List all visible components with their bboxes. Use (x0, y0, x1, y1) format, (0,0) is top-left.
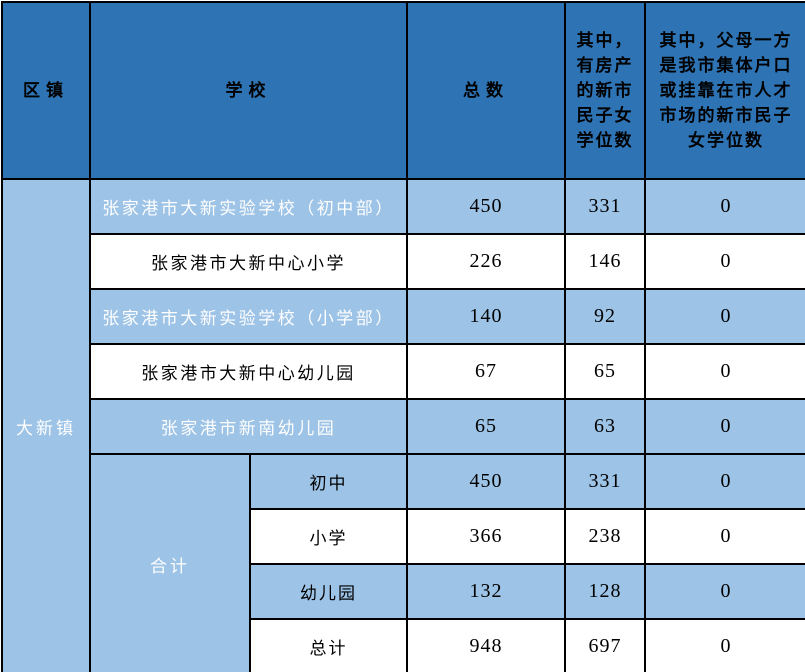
collective-cell: 0 (644, 453, 805, 510)
collective-cell: 0 (644, 343, 805, 400)
table-row: 幼儿园 132 128 0 (2, 563, 805, 620)
table-row: 总计 948 697 0 (2, 618, 805, 672)
header-row: 区镇 学校 总数 其中，有房产的新市民子女学位数 其中，父母一方是我市集体户口或… (1, 1, 805, 180)
property-cell: 92 (564, 288, 646, 345)
district-cell: 大新镇 (1, 178, 91, 672)
property-cell: 238 (564, 508, 646, 565)
total-cell: 366 (406, 508, 566, 565)
collective-cell: 0 (644, 233, 805, 290)
collective-cell: 0 (644, 508, 805, 565)
header-cell-school: 学校 (89, 1, 408, 180)
collective-cell: 0 (644, 288, 805, 345)
property-cell: 65 (564, 343, 646, 400)
school-cell: 张家港市大新实验学校（小学部） (89, 288, 408, 345)
table-row: 张家港市新南幼儿园 65 63 0 (2, 398, 805, 455)
collective-cell: 0 (644, 398, 805, 455)
school-cell: 张家港市大新中心幼儿园 (89, 343, 408, 400)
school-cell: 张家港市新南幼儿园 (89, 398, 408, 455)
collective-cell: 0 (644, 618, 805, 672)
property-cell: 697 (564, 618, 646, 672)
header-cell-total: 总数 (406, 1, 566, 180)
table-row: 张家港市大新实验学校（小学部） 140 92 0 (2, 288, 805, 345)
table-row: 合计 初中 450 331 0 (2, 453, 805, 672)
total-cell: 226 (406, 233, 566, 290)
total-cell: 140 (406, 288, 566, 345)
category-cell: 初中 (249, 453, 408, 510)
property-cell: 146 (564, 233, 646, 290)
total-cell: 948 (406, 618, 566, 672)
school-cell: 张家港市大新中心小学 (89, 233, 408, 290)
collective-cell: 0 (644, 178, 805, 235)
total-cell: 450 (406, 453, 566, 510)
property-cell: 331 (564, 453, 646, 510)
category-cell: 幼儿园 (249, 563, 408, 620)
total-cell: 132 (406, 563, 566, 620)
total-cell: 65 (406, 398, 566, 455)
table-row: 张家港市大新中心幼儿园 67 65 0 (2, 343, 805, 400)
property-cell: 128 (564, 563, 646, 620)
school-cell: 张家港市大新实验学校（初中部） (89, 178, 408, 235)
table-row: 小学 366 238 0 (2, 508, 805, 565)
property-cell: 63 (564, 398, 646, 455)
header-cell-property: 其中，有房产的新市民子女学位数 (564, 1, 646, 180)
category-cell: 总计 (249, 618, 408, 672)
subtotal-label-cell: 合计 (89, 453, 251, 672)
total-cell: 67 (406, 343, 566, 400)
total-cell: 450 (406, 178, 566, 235)
category-cell: 小学 (249, 508, 408, 565)
table-row: 张家港市大新中心小学 226 146 0 (2, 233, 805, 290)
table-row: 大新镇 张家港市大新实验学校（初中部） 450 331 0 (1, 178, 805, 672)
header-cell-collective: 其中，父母一方是我市集体户口或挂靠在市人才市场的新市民子女学位数 (644, 1, 805, 180)
property-cell: 331 (564, 178, 646, 235)
header-cell-district: 区镇 (1, 1, 91, 180)
collective-cell: 0 (644, 563, 805, 620)
